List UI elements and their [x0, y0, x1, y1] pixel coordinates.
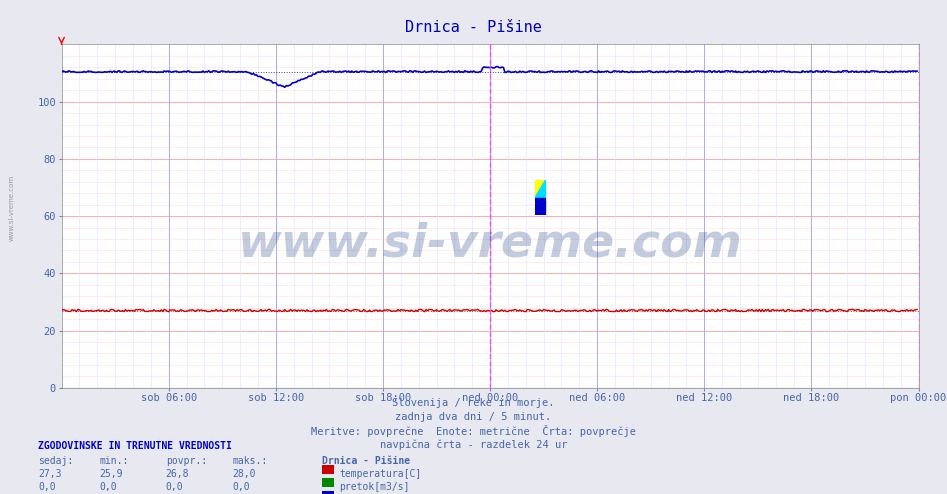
- Text: ZGODOVINSKE IN TRENUTNE VREDNOSTI: ZGODOVINSKE IN TRENUTNE VREDNOSTI: [38, 441, 232, 451]
- Text: 26,8: 26,8: [166, 469, 189, 479]
- Text: Drnica - Pišine: Drnica - Pišine: [322, 456, 410, 466]
- Text: navpična črta - razdelek 24 ur: navpična črta - razdelek 24 ur: [380, 439, 567, 450]
- Text: min.:: min.:: [99, 456, 129, 466]
- Polygon shape: [535, 180, 545, 198]
- Text: temperatura[C]: temperatura[C]: [339, 469, 421, 479]
- Polygon shape: [535, 198, 545, 215]
- Text: 0,0: 0,0: [166, 482, 184, 492]
- Text: Slovenija / reke in morje.: Slovenija / reke in morje.: [392, 398, 555, 408]
- Text: 0,0: 0,0: [99, 482, 117, 492]
- Text: sedaj:: sedaj:: [38, 456, 73, 466]
- Text: pretok[m3/s]: pretok[m3/s]: [339, 482, 409, 492]
- Text: Meritve: povprečne  Enote: metrične  Črta: povprečje: Meritve: povprečne Enote: metrične Črta:…: [311, 425, 636, 437]
- Text: Drnica - Pišine: Drnica - Pišine: [405, 20, 542, 35]
- Text: 28,0: 28,0: [232, 469, 256, 479]
- Text: 0,0: 0,0: [232, 482, 250, 492]
- Text: povpr.:: povpr.:: [166, 456, 206, 466]
- Text: 27,3: 27,3: [38, 469, 62, 479]
- Polygon shape: [535, 180, 545, 198]
- Text: zadnja dva dni / 5 minut.: zadnja dva dni / 5 minut.: [396, 412, 551, 421]
- Text: 25,9: 25,9: [99, 469, 123, 479]
- Text: www.si-vreme.com: www.si-vreme.com: [9, 174, 14, 241]
- Text: www.si-vreme.com: www.si-vreme.com: [238, 221, 742, 266]
- Text: 0,0: 0,0: [38, 482, 56, 492]
- Text: maks.:: maks.:: [232, 456, 267, 466]
